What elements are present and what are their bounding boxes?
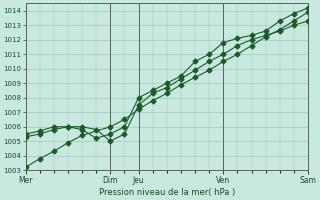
X-axis label: Pression niveau de la mer( hPa ): Pression niveau de la mer( hPa ): [99, 188, 235, 197]
